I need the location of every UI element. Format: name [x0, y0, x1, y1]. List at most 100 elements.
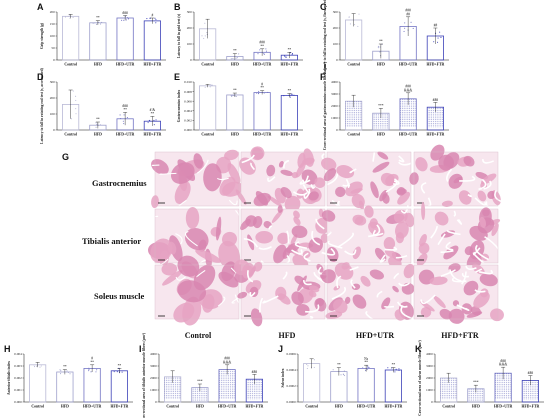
- y-axis-label: Grip strength (g): [40, 22, 44, 49]
- significance-label: # &: [150, 108, 156, 112]
- y-tick-label: 0: [53, 58, 55, 62]
- y-tick-label: 0.008: [184, 90, 192, 94]
- x-tick-label: HFD+UTR: [218, 405, 236, 409]
- y-tick-label: 200: [50, 10, 55, 14]
- y-tick-label: 0.000: [14, 400, 22, 404]
- data-point: [33, 364, 35, 366]
- data-point: [285, 56, 287, 58]
- data-point: [67, 371, 69, 373]
- significance-label: ##: [434, 24, 438, 28]
- y-tick-label: 4000: [331, 80, 338, 84]
- y-tick-label: 1000: [426, 388, 433, 392]
- data-point: [155, 119, 157, 121]
- data-point: [60, 373, 62, 375]
- data-point: [209, 86, 211, 88]
- y-axis-label: Latency to fall in rotating rod test (s,…: [323, 0, 327, 74]
- data-point: [293, 94, 295, 96]
- y-axis-label: Cross-sectional area of soleus muscle fi…: [418, 339, 422, 415]
- x-tick-label: HFD: [377, 133, 385, 137]
- data-point: [439, 31, 441, 33]
- data-point: [119, 114, 121, 116]
- data-point: [412, 27, 414, 30]
- data-point: [116, 371, 118, 373]
- data-point: [75, 99, 77, 101]
- chart-panel-h: H 0.000 0.001 0.002 0.003 0.004 Anterior tibia…: [2, 344, 137, 416]
- x-tick-label: HFD+UTR: [399, 63, 417, 67]
- histology-image: [321, 205, 415, 269]
- data-point: [403, 30, 405, 33]
- y-axis-label: Soleus index: [281, 368, 285, 387]
- x-tick-label: HFD+UTR: [399, 133, 417, 137]
- data-point: [88, 370, 90, 372]
- bar-scatter-fill: [246, 379, 263, 400]
- data-point: [96, 124, 98, 126]
- data-point: [235, 95, 237, 98]
- x-tick-label: HFD: [94, 63, 102, 67]
- data-point: [348, 16, 350, 18]
- data-point: [204, 22, 206, 24]
- y-tick-label: 0: [53, 128, 55, 132]
- y-tick-label: 0.0004: [286, 368, 296, 372]
- col-label-hfd-utr: HFD+UTR: [355, 331, 395, 340]
- data-point: [75, 95, 77, 97]
- bar: [116, 17, 134, 61]
- data-point: [307, 365, 309, 367]
- bar: [83, 367, 101, 403]
- x-tick-label: HFD+FTR: [110, 405, 128, 409]
- y-axis-label: Latency to fall in grid test (s): [177, 13, 181, 58]
- data-point: [340, 374, 342, 376]
- data-point: [123, 123, 125, 125]
- data-point: [395, 368, 397, 370]
- y-tick-label: 0.004: [184, 109, 192, 113]
- data-point: [265, 50, 267, 52]
- y-tick-label: 0: [190, 58, 192, 62]
- data-point: [123, 114, 125, 116]
- x-tick-label: Control: [442, 405, 455, 409]
- y-tick-label: 0: [431, 400, 433, 404]
- data-point: [211, 84, 213, 86]
- y-tick-label: 0: [336, 58, 338, 62]
- data-point: [313, 366, 315, 368]
- data-point: [204, 86, 206, 88]
- significance-label: ##: [406, 12, 410, 16]
- histology-image: [145, 207, 243, 271]
- y-tick-label: 100: [50, 34, 55, 38]
- data-point: [349, 23, 351, 25]
- data-point: [404, 27, 406, 29]
- data-point: [40, 365, 42, 367]
- significance-label: ***: [378, 104, 384, 108]
- data-point: [398, 368, 400, 370]
- x-tick-label: Control: [64, 133, 77, 137]
- y-tick-label: 0.002: [184, 119, 192, 123]
- y-tick-label: 0.0000: [286, 400, 296, 404]
- significance-label: **: [260, 86, 264, 90]
- data-point: [410, 21, 412, 23]
- bar: [29, 364, 47, 403]
- y-tick-label: 0.0002: [286, 384, 296, 388]
- histology-image: [321, 151, 414, 216]
- data-point: [146, 18, 148, 20]
- data-point: [265, 48, 267, 50]
- data-point: [60, 370, 62, 372]
- x-tick-label: HFD: [61, 405, 69, 409]
- data-point: [127, 17, 129, 19]
- y-tick-label: 100: [50, 112, 55, 116]
- data-point: [257, 93, 259, 95]
- panel-label: H: [4, 344, 11, 354]
- bar: [199, 85, 217, 131]
- x-tick-label: HFD+FTR: [521, 405, 539, 409]
- x-tick-label: HFD+FTR: [426, 63, 444, 67]
- y-tick-label: 0.006: [184, 99, 192, 103]
- y-tick-label: 0: [336, 128, 338, 132]
- bar-scatter-fill: [164, 376, 181, 400]
- chart-panel-d: D 0 100 200 300 Latency to fall in rotating r…: [35, 67, 170, 144]
- x-tick-label: HFD: [472, 405, 480, 409]
- x-tick-label: HFD+UTR: [494, 405, 512, 409]
- data-point: [342, 373, 344, 375]
- x-tick-label: HFD+FTR: [280, 63, 298, 67]
- data-point: [343, 374, 345, 377]
- bar: [253, 92, 271, 131]
- y-tick-label: 0.000: [184, 128, 192, 132]
- data-point: [100, 23, 102, 25]
- y-tick-label: 3000: [150, 364, 157, 368]
